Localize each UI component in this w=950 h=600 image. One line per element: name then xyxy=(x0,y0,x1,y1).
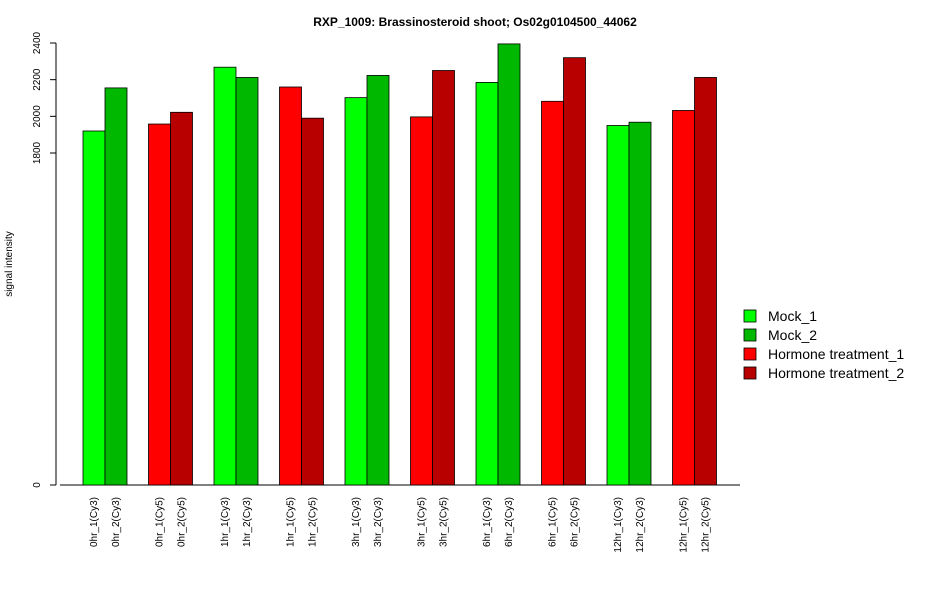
x-tick-label: 1hr_2(Cy3) xyxy=(242,497,253,547)
legend-swatch xyxy=(743,309,757,323)
y-tick-label: 0 xyxy=(32,482,43,488)
x-tick-label: 1hr_2(Cy5) xyxy=(308,497,319,547)
y-axis-label: signal intensity xyxy=(4,231,15,297)
x-tick-label: 3hr_2(Cy3) xyxy=(373,497,384,547)
x-tick-label: 6hr_1(Cy3) xyxy=(482,497,493,547)
legend-swatch xyxy=(743,347,757,361)
legend-label: Mock_2 xyxy=(768,327,817,343)
bar xyxy=(170,111,193,486)
bars xyxy=(82,43,717,486)
y-tick-label: 2400 xyxy=(32,31,43,54)
x-tick-label: 1hr_1(Cy3) xyxy=(220,497,231,547)
bar xyxy=(628,121,652,486)
x-tick-label: 1hr_1(Cy5) xyxy=(286,497,297,547)
bar xyxy=(279,86,302,486)
chart-title: RXP_1009: Brassinosteroid shoot; Os02g01… xyxy=(313,15,637,29)
bar xyxy=(541,100,564,486)
bar xyxy=(606,125,630,486)
x-tick-labels: 0hr_1(Cy3) 0hr_2(Cy3) 0hr_1(Cy5) 0hr_2(Cy5)… xyxy=(89,497,712,553)
legend-label: Mock_1 xyxy=(768,308,817,324)
y-tick-label: 2200 xyxy=(32,68,43,91)
bar xyxy=(344,97,368,486)
x-tick-label: 6hr_1(Cy5) xyxy=(548,497,559,547)
x-tick-label: 6hr_2(Cy3) xyxy=(504,497,515,547)
x-tick-label: 3hr_2(Cy5) xyxy=(439,497,450,547)
x-tick-label: 12hr_1(Cy3) xyxy=(613,497,624,553)
x-tick-label: 3hr_1(Cy5) xyxy=(417,497,428,547)
bar xyxy=(563,57,586,486)
bar xyxy=(410,116,433,486)
x-tick-label: 3hr_1(Cy3) xyxy=(351,497,362,547)
x-tick-label: 0hr_1(Cy3) xyxy=(89,497,100,547)
bar xyxy=(432,70,455,486)
legend-label: Hormone treatment_2 xyxy=(768,365,904,381)
bar xyxy=(672,110,695,486)
legend: Mock_1 Mock_2 Hormone treatment_1 Hormone t… xyxy=(743,308,904,381)
bar xyxy=(104,87,128,486)
bar xyxy=(366,75,390,486)
legend-swatch xyxy=(743,366,757,380)
x-tick-label: 12hr_2(Cy3) xyxy=(635,497,646,553)
x-tick-label: 0hr_2(Cy5) xyxy=(177,497,188,547)
y-tick-label: 1800 xyxy=(32,141,43,164)
bar xyxy=(475,82,499,486)
legend-label: Hormone treatment_1 xyxy=(768,346,904,362)
bar xyxy=(301,117,324,486)
bar xyxy=(235,77,259,486)
legend-swatch xyxy=(743,328,757,342)
x-tick-label: 12hr_1(Cy5) xyxy=(679,497,690,553)
x-tick-label: 12hr_2(Cy5) xyxy=(701,497,712,553)
x-tick-label: 0hr_2(Cy3) xyxy=(111,497,122,547)
bar xyxy=(694,77,717,486)
bar xyxy=(148,123,171,486)
bar xyxy=(213,66,237,486)
bar xyxy=(82,130,106,486)
x-tick-label: 0hr_1(Cy5) xyxy=(155,497,166,547)
bar xyxy=(497,43,521,486)
x-tick-label: 6hr_2(Cy5) xyxy=(570,497,581,547)
y-tick-label: 2000 xyxy=(32,105,43,128)
